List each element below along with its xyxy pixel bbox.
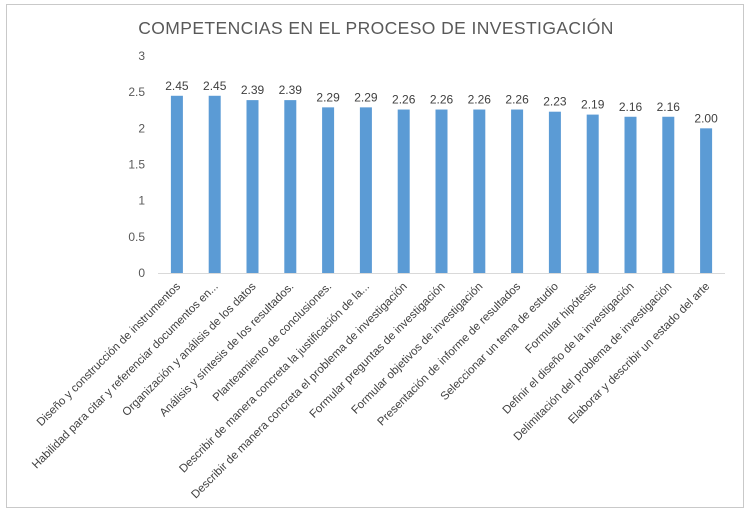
- bar: [624, 116, 637, 273]
- x-tick-label: Elaborar y describir un estado del arte: [566, 281, 712, 427]
- bar: [284, 100, 297, 273]
- x-tick-label: Formular hipótesis: [523, 280, 599, 356]
- data-label: 2.26: [430, 93, 454, 107]
- y-tick-label: 0: [138, 266, 145, 280]
- bar: [511, 109, 524, 273]
- data-label: 2.23: [543, 95, 567, 109]
- y-axis: 0 0.5 1 1.5 2 2.5 3: [128, 49, 145, 280]
- data-label: 2.16: [619, 100, 643, 114]
- y-tick-label: 0.5: [128, 230, 145, 244]
- x-tick-label: Formular preguntas de investigación: [308, 281, 448, 421]
- y-tick-label: 3: [138, 49, 145, 63]
- data-label: 2.26: [468, 93, 492, 107]
- data-label: 2.16: [657, 100, 681, 114]
- data-label: 2.45: [165, 79, 189, 93]
- data-label: 2.45: [203, 79, 227, 93]
- bar: [700, 128, 713, 273]
- y-tick-label: 1: [138, 194, 145, 208]
- x-tick-label: Organización y análisis de los datos: [120, 280, 258, 418]
- data-label: 2.26: [392, 93, 416, 107]
- bar: [435, 109, 448, 273]
- bar: [359, 107, 372, 274]
- bar: [586, 114, 599, 273]
- y-tick-label: 2: [138, 121, 145, 135]
- bar: [322, 107, 335, 274]
- x-tick-label: Análisis y síntesis de los resultados.: [158, 281, 297, 420]
- y-tick-label: 1.5: [128, 158, 145, 172]
- bar: [170, 95, 183, 274]
- bar: [662, 116, 675, 273]
- data-label: 2.29: [316, 90, 340, 104]
- data-labels: 2.45 2.45 2.39 2.39 2.29 2.29 2.26 2.26 2.26 2.26…: [165, 79, 718, 126]
- data-label: 2.39: [279, 83, 303, 97]
- data-label: 2.39: [241, 83, 265, 97]
- x-axis: Diseño y construcción de instrumentosHab…: [30, 273, 725, 501]
- bar: [473, 109, 486, 273]
- data-label: 2.19: [581, 98, 605, 112]
- data-label: 2.29: [354, 90, 378, 104]
- chart-frame: [6, 4, 744, 508]
- y-tick-label: 2.5: [128, 85, 145, 99]
- bars: [170, 95, 713, 274]
- data-label: 2.00: [694, 111, 718, 125]
- x-tick-label: Presentación de informe de resultados: [376, 280, 524, 428]
- chart-title: COMPETENCIAS EN EL PROCESO DE INVESTIGAC…: [138, 18, 614, 38]
- bar: [208, 95, 221, 274]
- bar: [397, 109, 410, 273]
- bar: [548, 111, 561, 274]
- bar: [246, 100, 259, 273]
- data-label: 2.26: [505, 93, 529, 107]
